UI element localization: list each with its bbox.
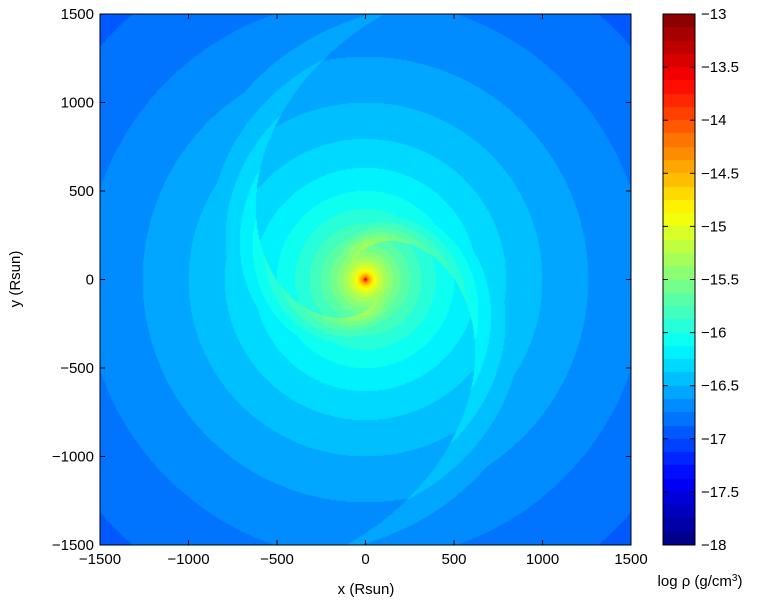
colorbar-tick-label: −13.5 <box>701 59 739 76</box>
x-tick-label: −1500 <box>79 551 121 568</box>
colorbar-tick-label: −16.5 <box>701 378 739 395</box>
y-tick-label: −1500 <box>52 537 94 554</box>
x-tick-label: 500 <box>441 551 466 568</box>
density-map <box>100 14 631 545</box>
x-tick-label: 1000 <box>526 551 559 568</box>
colorbar: −13 −13.5 −14 −14.5 −15 −15.5 −16 −16.5 −17 −17.5… <box>658 6 743 590</box>
colorbar-tick-label: −18 <box>701 537 726 554</box>
y-tick-label: 1000 <box>61 95 94 112</box>
colorbar-tick-label: −14 <box>701 112 726 129</box>
colorbar-tick-label: −15 <box>701 218 726 235</box>
y-tick-label: 1500 <box>61 6 94 23</box>
x-axis-label: x (Rsun) <box>338 581 395 598</box>
colorbar-tick-label: −13 <box>701 6 726 23</box>
colorbar-tick-label: −14.5 <box>701 165 739 182</box>
colorbar-tick-label: −17 <box>701 431 726 448</box>
x-tick-label: −500 <box>260 551 294 568</box>
colorbar-tick-label: −16 <box>701 325 726 342</box>
y-tick-label: −500 <box>60 360 94 377</box>
colorbar-tick-label: −17.5 <box>701 484 739 501</box>
colorbar-label-sup: 3 <box>732 573 738 584</box>
colorbar-label-main: log ρ (g/cm <box>658 573 732 590</box>
y-axis-label: y (Rsun) <box>7 251 24 308</box>
heatmap-image <box>100 14 631 545</box>
x-axis: −1500 −1000 −500 0 500 1000 1500 <box>79 14 648 568</box>
colorbar-label-end: ) <box>737 573 742 590</box>
colorbar-label: log ρ (g/cm3) <box>658 573 743 591</box>
x-tick-label: 0 <box>361 551 369 568</box>
colorbar-tick-label: −15.5 <box>701 272 739 289</box>
x-tick-label: 1500 <box>614 551 647 568</box>
x-tick-label: −1000 <box>167 551 209 568</box>
colorbar-gradient <box>663 14 695 545</box>
colorbar-ticks: −13 −13.5 −14 −14.5 −15 −15.5 −16 −16.5 −17 −17.5… <box>663 6 739 554</box>
y-tick-label: −1000 <box>52 449 94 466</box>
y-axis: −1500 −1000 −500 0 500 1000 1500 <box>52 6 631 554</box>
y-tick-label: 500 <box>69 183 94 200</box>
y-tick-label: 0 <box>86 272 94 289</box>
